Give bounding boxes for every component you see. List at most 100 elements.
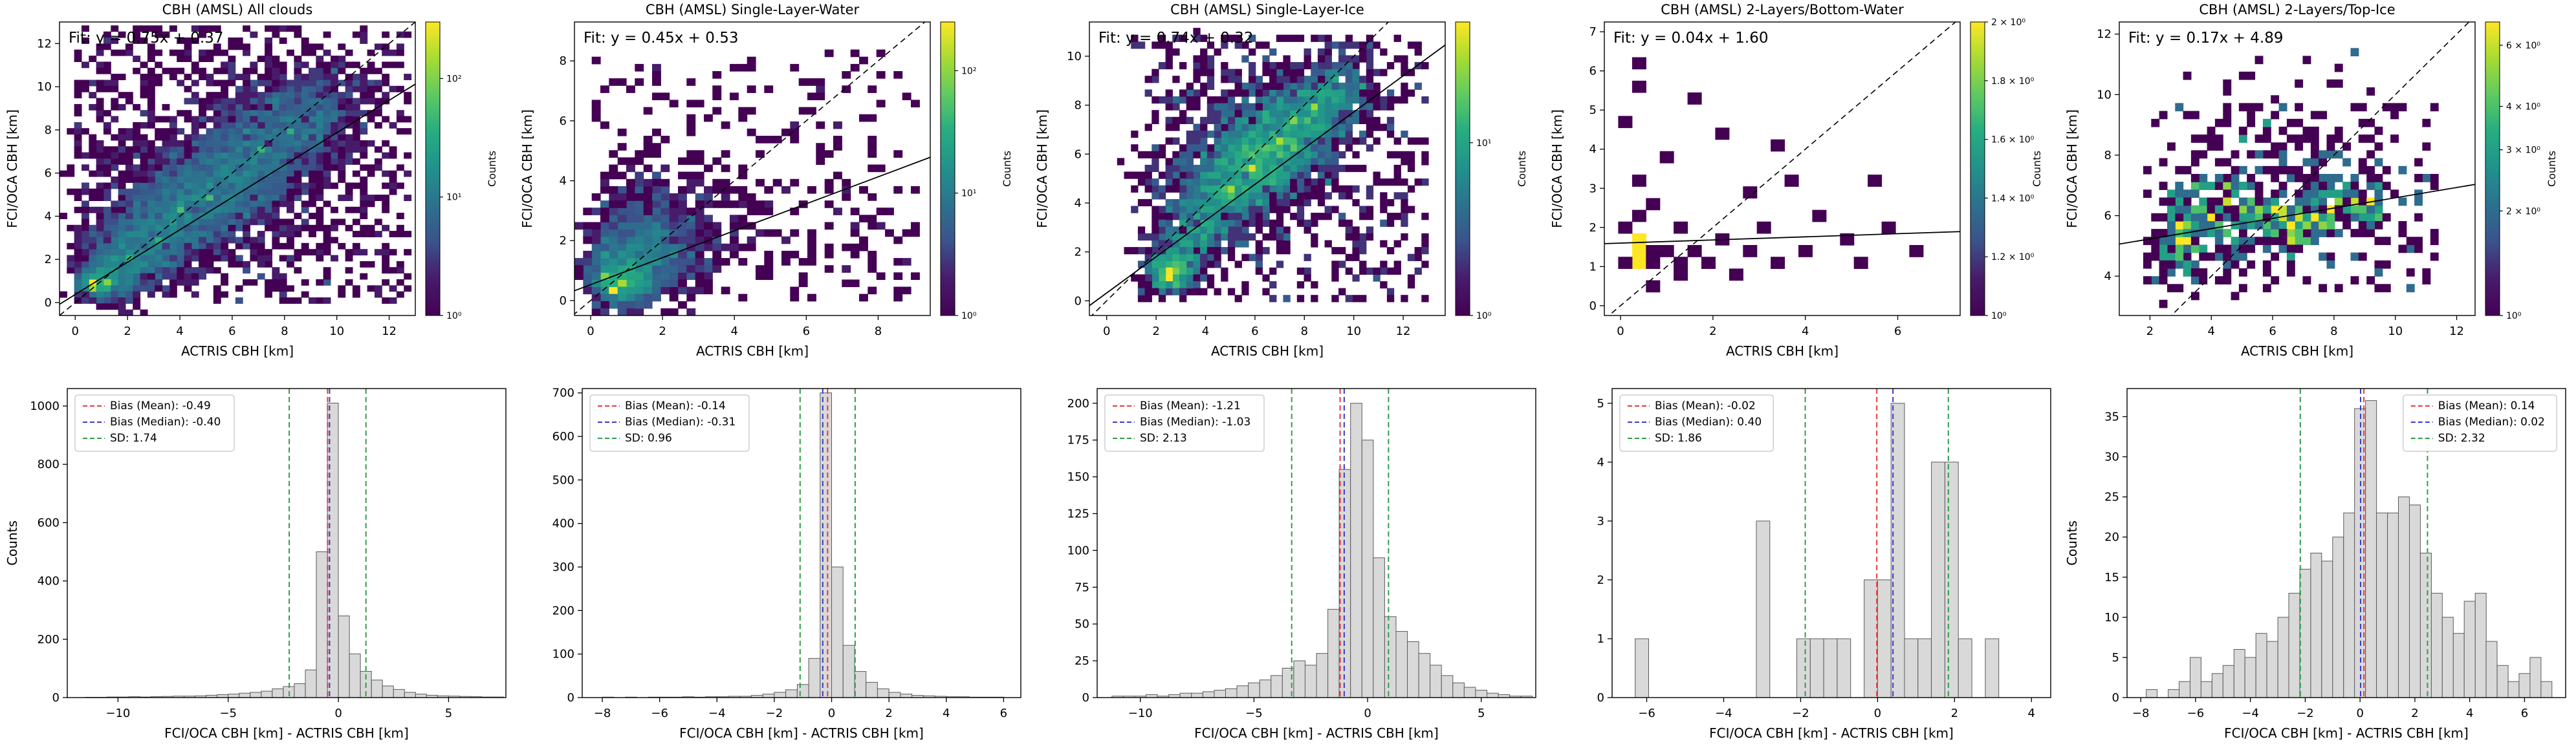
heatmap-cell xyxy=(2271,221,2280,230)
heatmap-cell xyxy=(1366,48,1374,56)
heatmap-cell xyxy=(1165,158,1173,166)
heatmap-cell xyxy=(1172,76,1180,83)
heatmap-cell xyxy=(184,116,192,123)
heatmap-cell xyxy=(807,250,816,259)
scatter-panel-all-clouds: 0 2 4 6 8 10 12 0 2 4 6 8 10 12 ACTRIS CBH [km] FCI/OCA… xyxy=(0,0,515,378)
heatmap-cell xyxy=(2326,79,2335,88)
heatmap-cell xyxy=(265,103,272,111)
heatmap-cell xyxy=(868,193,877,201)
heatmap-cell xyxy=(1186,171,1194,179)
heatmap-cell xyxy=(1729,268,1743,281)
heatmap-cell xyxy=(287,297,294,304)
heatmap-cell xyxy=(2183,244,2192,253)
heatmap-cell xyxy=(660,136,670,144)
heatmap-cell xyxy=(747,128,756,136)
heatmap-cell xyxy=(89,80,97,87)
heatmap-cell xyxy=(2295,118,2304,127)
heatmap-cell xyxy=(617,250,627,259)
heatmap-cell xyxy=(816,157,825,166)
axes-frame xyxy=(2126,388,2566,698)
heatmap-cell xyxy=(2310,158,2319,167)
heatmap-cell xyxy=(660,92,670,100)
heatmap-cell xyxy=(272,188,280,195)
heatmap-cell xyxy=(272,92,280,99)
heatmap-cell xyxy=(206,219,214,226)
heatmap-cell xyxy=(191,67,199,74)
heatmap-cell xyxy=(345,110,353,117)
heatmap-cell xyxy=(147,285,155,292)
heatmap-cell xyxy=(704,200,713,208)
heatmap-cell xyxy=(1221,69,1228,76)
heatmap-cell xyxy=(842,265,851,273)
heatmap-cell xyxy=(660,193,670,201)
legend-label-sd: SD: 1.86 xyxy=(1655,432,1702,445)
heatmap-cell xyxy=(125,237,133,244)
heatmap-cell xyxy=(695,157,704,166)
heatmap-cell xyxy=(265,92,272,99)
fit-line xyxy=(60,83,415,305)
heatmap-cell xyxy=(2319,252,2328,261)
heatmap-cell xyxy=(2382,182,2391,190)
heatmap-cell xyxy=(155,25,163,32)
heatmap-cell xyxy=(111,146,119,153)
heatmap-cell xyxy=(2214,244,2223,253)
heatmap-cell xyxy=(1283,69,1291,76)
heatmap-cell xyxy=(1296,123,1305,131)
heatmap-cell xyxy=(96,291,104,298)
heatmap-cell xyxy=(74,85,82,92)
heatmap-cell xyxy=(1249,103,1256,111)
histogram-bar xyxy=(305,669,317,698)
heatmap-cell xyxy=(316,128,324,135)
heatmap-cell xyxy=(824,49,834,58)
heatmap-cell xyxy=(1366,185,1374,193)
y-tick-label: 1 xyxy=(1589,260,1597,273)
heatmap-cell xyxy=(1304,226,1311,234)
heatmap-cell xyxy=(133,195,141,201)
heatmap xyxy=(60,22,415,315)
histogram-bar xyxy=(1304,665,1317,698)
heatmap-cell xyxy=(147,261,155,268)
heatmap-cell xyxy=(859,236,868,244)
histogram-bar xyxy=(2321,561,2333,698)
heatmap-cell xyxy=(1269,110,1277,118)
heatmap-cell xyxy=(89,267,97,274)
heatmap-cell xyxy=(1249,185,1256,193)
heatmap-cell xyxy=(1283,164,1291,173)
heatmap-cell xyxy=(360,85,368,92)
heatmap-cell xyxy=(1221,178,1228,186)
heatmap-cell xyxy=(257,103,265,111)
heatmap-cell xyxy=(257,164,265,171)
heatmap-cell xyxy=(2382,103,2391,112)
heatmap-cell xyxy=(103,67,111,74)
heatmap-cell xyxy=(396,291,404,298)
heatmap-cell xyxy=(1152,267,1159,275)
heatmap-cell xyxy=(721,193,730,201)
heatmap-cell xyxy=(1380,206,1388,213)
heatmap xyxy=(1604,22,1960,315)
heatmap-cell xyxy=(1283,240,1291,248)
heatmap-cell xyxy=(228,74,236,80)
histogram-bar xyxy=(831,566,844,698)
heatmap-cell xyxy=(1214,131,1221,138)
heatmap-cell xyxy=(162,255,170,262)
heatmap-cell xyxy=(738,215,748,222)
heatmap-cell xyxy=(600,279,609,288)
heatmap-cell xyxy=(147,219,155,226)
heatmap-cell xyxy=(279,285,287,292)
heatmap-cell xyxy=(609,229,618,237)
heatmap-cell xyxy=(221,273,228,280)
heatmap-cell xyxy=(660,308,670,315)
heatmap-cell xyxy=(184,49,192,56)
heatmap-cell xyxy=(1290,185,1298,193)
heatmap-cell xyxy=(1373,274,1381,282)
heatmap-cell xyxy=(1131,34,1139,42)
histogram-chart: −8 −6 −4 −2 0 2 4 60100200300400500600700FCI/OC… xyxy=(552,387,1021,741)
heatmap-cell xyxy=(1345,164,1353,173)
heatmap-cell xyxy=(213,43,221,50)
heatmap-cell xyxy=(147,43,155,50)
heatmap-cell xyxy=(389,146,397,153)
heatmap-cell xyxy=(2199,276,2208,284)
heatmap-cell xyxy=(747,222,756,230)
heatmap-cell xyxy=(1393,55,1401,63)
heatmap-cell xyxy=(235,213,243,219)
